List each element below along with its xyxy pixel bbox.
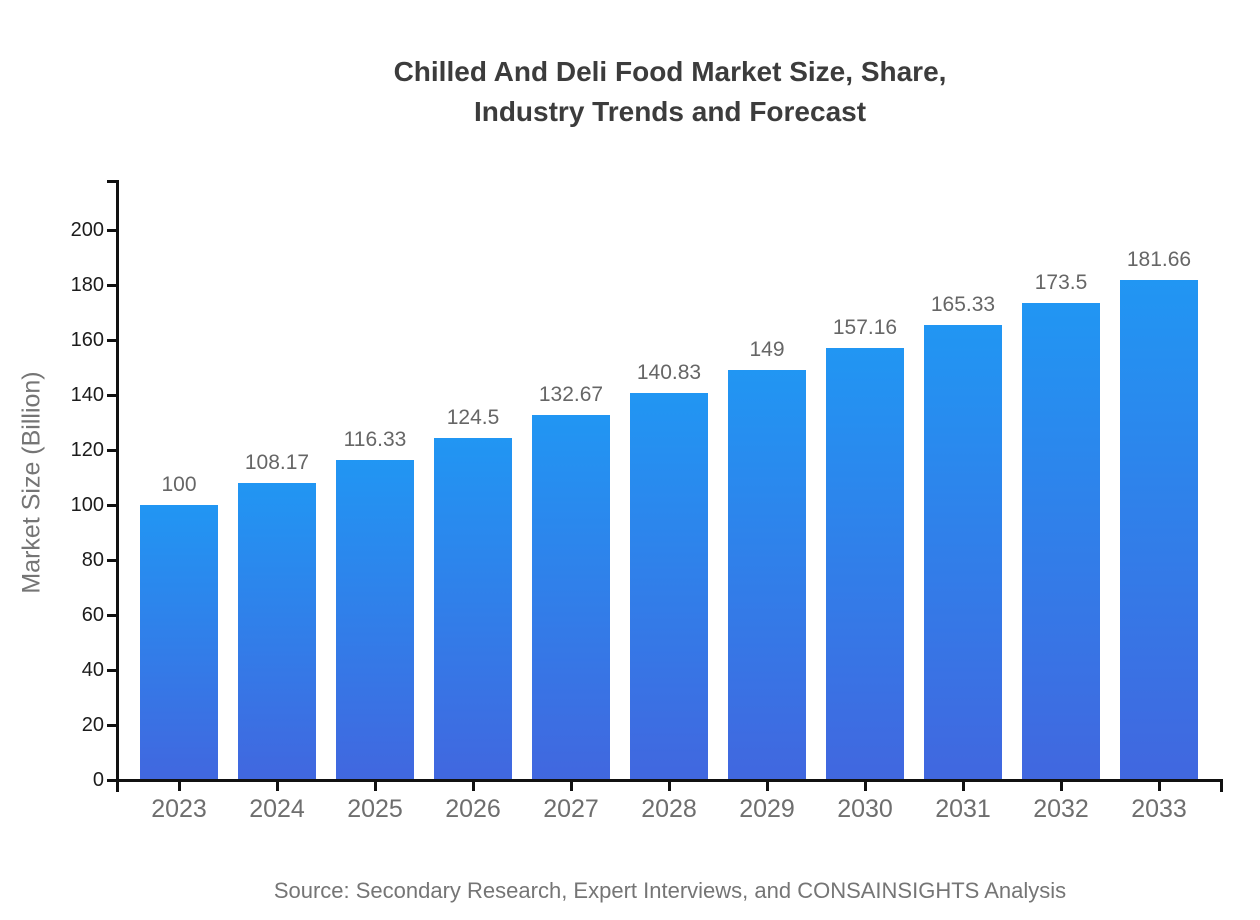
- y-tick: [107, 504, 116, 507]
- y-tick: [107, 229, 116, 232]
- bar-value-label: 132.67: [538, 383, 604, 406]
- bar: [336, 460, 414, 780]
- bar-value-label: 124.5: [446, 406, 500, 429]
- x-tick-label: 2033: [1131, 795, 1187, 823]
- x-tick: [1158, 782, 1161, 791]
- bar: [1120, 280, 1198, 780]
- x-tick: [1060, 782, 1063, 791]
- x-tick-label: 2031: [935, 795, 991, 823]
- bar: [532, 415, 610, 780]
- bar: [434, 438, 512, 780]
- bar-value-label: 165.33: [930, 293, 996, 316]
- bar: [1022, 303, 1100, 780]
- bar: [924, 325, 1002, 780]
- y-axis-line: [116, 180, 119, 792]
- bar-value-label: 116.33: [343, 428, 407, 451]
- y-tick: [107, 669, 116, 672]
- x-tick: [668, 782, 671, 791]
- x-axis-line: [107, 779, 1223, 782]
- x-axis-end-tick: [1220, 781, 1223, 792]
- y-tick: [107, 449, 116, 452]
- bar: [728, 370, 806, 780]
- chart-title: Chilled And Deli Food Market Size, Share…: [118, 52, 1222, 132]
- y-tick: [107, 724, 116, 727]
- y-tick-label: 100: [70, 494, 104, 516]
- y-tick: [107, 284, 116, 287]
- bar-value-label: 108.17: [244, 451, 310, 474]
- y-tick: [107, 339, 116, 342]
- x-tick: [864, 782, 867, 791]
- bar: [140, 505, 218, 780]
- x-tick: [962, 782, 965, 791]
- x-tick-label: 2024: [249, 795, 305, 823]
- y-tick-label: 80: [81, 549, 104, 571]
- x-tick: [178, 782, 181, 791]
- x-tick-label: 2030: [837, 795, 893, 823]
- y-tick-label: 20: [81, 714, 104, 736]
- y-axis-end-tick: [107, 180, 118, 183]
- y-tick-label: 60: [81, 604, 104, 626]
- x-tick-label: 2025: [347, 795, 403, 823]
- y-tick-label: 0: [92, 769, 104, 791]
- x-tick: [374, 782, 377, 791]
- x-tick: [472, 782, 475, 791]
- chart-title-line-1: Chilled And Deli Food Market Size, Share…: [393, 56, 947, 87]
- x-tick-label: 2028: [641, 795, 697, 823]
- x-tick: [766, 782, 769, 791]
- bar-value-label: 100: [161, 473, 197, 496]
- x-tick-label: 2023: [151, 795, 207, 823]
- bar-value-label: 149: [749, 338, 785, 361]
- bar-value-label: 157.16: [832, 316, 898, 339]
- bar-value-label: 181.66: [1126, 248, 1192, 271]
- y-tick-label: 160: [70, 329, 104, 351]
- x-tick: [570, 782, 573, 791]
- y-tick: [107, 559, 116, 562]
- bar: [826, 348, 904, 780]
- source-note: Source: Secondary Research, Expert Inter…: [273, 878, 1067, 903]
- x-tick-label: 2032: [1033, 795, 1089, 823]
- y-tick-label: 200: [70, 219, 104, 241]
- y-tick-label: 140: [70, 384, 104, 406]
- y-tick-label: 120: [70, 439, 104, 461]
- x-tick-label: 2027: [543, 795, 599, 823]
- bar-value-label: 173.5: [1034, 271, 1088, 294]
- y-tick-label: 40: [81, 659, 104, 681]
- y-tick: [107, 779, 116, 782]
- x-tick-label: 2029: [739, 795, 795, 823]
- bar-value-label: 140.83: [636, 361, 702, 384]
- x-tick: [276, 782, 279, 791]
- y-axis-title: Market Size (Billion): [17, 371, 46, 594]
- y-tick-label: 180: [70, 274, 104, 296]
- x-tick-label: 2026: [445, 795, 501, 823]
- chart-title-line-2: Industry Trends and Forecast: [473, 96, 867, 127]
- y-tick: [107, 614, 116, 617]
- bar: [238, 483, 316, 780]
- y-tick: [107, 394, 116, 397]
- bar: [630, 393, 708, 780]
